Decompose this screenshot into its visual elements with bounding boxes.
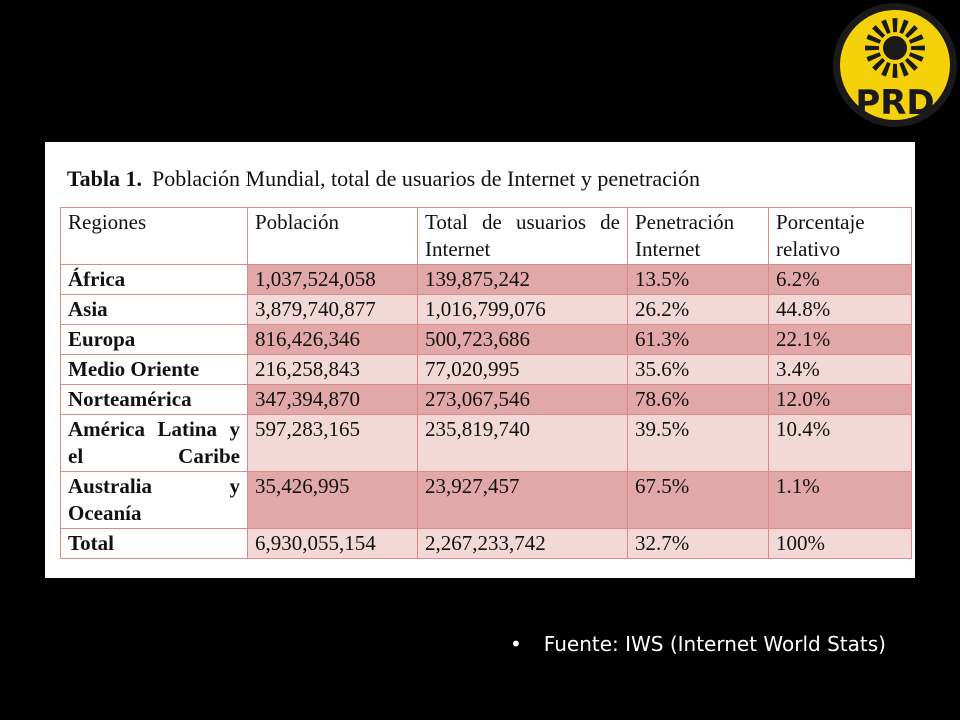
table-panel: Tabla 1. Población Mundial, total de usua… bbox=[45, 142, 915, 578]
sun-ray bbox=[866, 34, 882, 44]
table-label: Tabla 1. bbox=[67, 166, 143, 191]
header-porcentaje: Porcentaje relativo bbox=[768, 207, 912, 265]
penetracion-cell: 61.3% bbox=[627, 324, 769, 355]
poblacion-cell: 35,426,995 bbox=[247, 471, 418, 529]
sun-ray bbox=[908, 34, 924, 44]
sun-ray bbox=[881, 19, 891, 35]
usuarios-cell: 1,016,799,076 bbox=[417, 294, 628, 325]
logo-text: PRD bbox=[855, 83, 934, 123]
penetracion-cell: 67.5% bbox=[627, 471, 769, 529]
header-row: Regiones Población Total de usuarios de … bbox=[60, 207, 912, 265]
usuarios-cell: 273,067,546 bbox=[417, 384, 628, 415]
sun-ray bbox=[908, 52, 924, 62]
poblacion-cell: 3,879,740,877 bbox=[247, 294, 418, 325]
porcentaje-cell: 1.1% bbox=[768, 471, 912, 529]
penetracion-cell: 39.5% bbox=[627, 414, 769, 472]
usuarios-cell: 77,020,995 bbox=[417, 354, 628, 385]
table-row: Australia y Oceanía 35,426,995 23,927,457 6… bbox=[60, 471, 912, 529]
sun-ray bbox=[865, 45, 880, 51]
usuarios-cell: 139,875,242 bbox=[417, 264, 628, 295]
table-row: Europa 816,426,346 500,723,686 61.3% 22.1% bbox=[60, 324, 912, 355]
porcentaje-cell: 22.1% bbox=[768, 324, 912, 355]
penetracion-cell: 32.7% bbox=[627, 528, 769, 559]
penetracion-cell: 35.6% bbox=[627, 354, 769, 385]
sun-ray bbox=[892, 18, 898, 33]
sun-ray bbox=[872, 57, 886, 71]
usuarios-cell: 235,819,740 bbox=[417, 414, 628, 472]
region-cell: Total bbox=[60, 528, 248, 559]
poblacion-cell: 347,394,870 bbox=[247, 384, 418, 415]
sun-ray bbox=[881, 61, 891, 77]
sun-icon bbox=[865, 18, 925, 78]
header-poblacion: Población bbox=[247, 207, 418, 265]
table-row: Medio Oriente 216,258,843 77,020,995 35.6% 3… bbox=[60, 354, 912, 385]
porcentaje-cell: 44.8% bbox=[768, 294, 912, 325]
sun-ray bbox=[904, 57, 918, 71]
porcentaje-cell: 12.0% bbox=[768, 384, 912, 415]
table-caption: Tabla 1. Población Mundial, total de usua… bbox=[67, 166, 700, 192]
table-row: América Latina y el Caribe 597,283,165 235… bbox=[60, 414, 912, 472]
poblacion-cell: 816,426,346 bbox=[247, 324, 418, 355]
poblacion-cell: 6,930,055,154 bbox=[247, 528, 418, 559]
source-footnote: • Fuente: IWS (Internet World Stats) bbox=[510, 632, 886, 656]
sun-ray bbox=[866, 52, 882, 62]
source-text: Fuente: IWS (Internet World Stats) bbox=[543, 632, 886, 656]
table-row: Asia 3,879,740,877 1,016,799,076 26.2% 44.8% bbox=[60, 294, 912, 325]
sun-ray bbox=[899, 61, 909, 77]
region-cell: África bbox=[60, 264, 248, 295]
sun-ray bbox=[899, 19, 909, 35]
region-cell: Norteamérica bbox=[60, 384, 248, 415]
usuarios-cell: 500,723,686 bbox=[417, 324, 628, 355]
usuarios-cell: 23,927,457 bbox=[417, 471, 628, 529]
usuarios-cell: 2,267,233,742 bbox=[417, 528, 628, 559]
region-cell: Europa bbox=[60, 324, 248, 355]
sun-ray bbox=[904, 25, 918, 39]
porcentaje-cell: 100% bbox=[768, 528, 912, 559]
sun-ray bbox=[872, 25, 886, 39]
sun-ray bbox=[910, 45, 925, 51]
header-regiones: Regiones bbox=[60, 207, 248, 265]
porcentaje-cell: 6.2% bbox=[768, 264, 912, 295]
poblacion-cell: 597,283,165 bbox=[247, 414, 418, 472]
porcentaje-cell: 3.4% bbox=[768, 354, 912, 385]
region-cell: Medio Oriente bbox=[60, 354, 248, 385]
poblacion-cell: 216,258,843 bbox=[247, 354, 418, 385]
penetracion-cell: 26.2% bbox=[627, 294, 769, 325]
header-penetracion: Penetración Internet bbox=[627, 207, 769, 265]
bullet: • bbox=[510, 632, 522, 656]
table-title: Población Mundial, total de usuarios de … bbox=[152, 166, 701, 191]
population-table: Regiones Población Total de usuarios de … bbox=[60, 207, 912, 559]
header-usuarios: Total de usuarios de Internet bbox=[417, 207, 628, 265]
porcentaje-cell: 10.4% bbox=[768, 414, 912, 472]
table-row: Total 6,930,055,154 2,267,233,742 32.7% 100% bbox=[60, 528, 912, 559]
penetracion-cell: 78.6% bbox=[627, 384, 769, 415]
table-row: África 1,037,524,058 139,875,242 13.5% 6.2% bbox=[60, 264, 912, 295]
sun-ray bbox=[892, 63, 898, 78]
penetracion-cell: 13.5% bbox=[627, 264, 769, 295]
prd-logo: PRD bbox=[833, 3, 957, 127]
region-cell: Asia bbox=[60, 294, 248, 325]
table-row: Norteamérica 347,394,870 273,067,546 78.6% 1… bbox=[60, 384, 912, 415]
region-cell: América Latina y el Caribe bbox=[60, 414, 248, 472]
region-cell: Australia y Oceanía bbox=[60, 471, 248, 529]
poblacion-cell: 1,037,524,058 bbox=[247, 264, 418, 295]
